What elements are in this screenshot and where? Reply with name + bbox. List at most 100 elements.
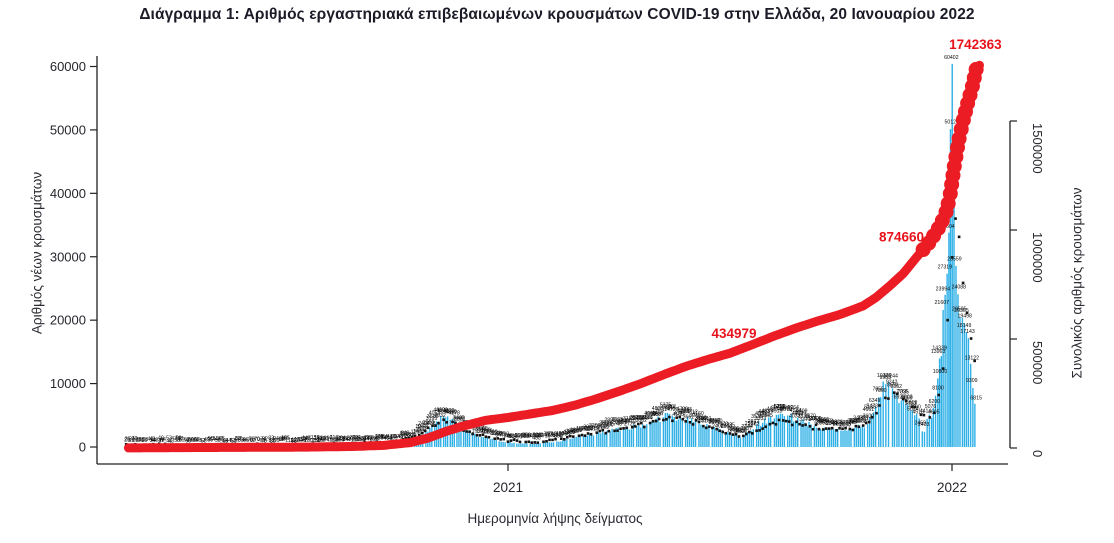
- svg-text:3394: 3394: [641, 416, 653, 422]
- svg-text:208: 208: [330, 437, 339, 443]
- svg-text:37: 37: [138, 437, 144, 443]
- svg-text:3117: 3117: [709, 418, 720, 424]
- svg-text:3068: 3068: [855, 419, 867, 425]
- svg-text:80: 80: [270, 438, 276, 444]
- svg-text:3600: 3600: [863, 414, 875, 420]
- svg-text:188: 188: [329, 438, 338, 444]
- svg-text:268: 268: [343, 436, 352, 442]
- svg-text:2550: 2550: [839, 422, 851, 428]
- svg-text:4160: 4160: [692, 411, 704, 417]
- svg-text:159: 159: [311, 438, 320, 444]
- svg-text:1750: 1750: [578, 426, 590, 432]
- svg-text:4739: 4739: [677, 406, 689, 412]
- svg-text:2840: 2840: [814, 419, 826, 425]
- svg-text:1410: 1410: [567, 429, 579, 435]
- svg-text:600: 600: [399, 435, 408, 441]
- svg-text:3700: 3700: [695, 415, 707, 421]
- svg-text:740: 740: [504, 433, 513, 439]
- svg-text:7855: 7855: [873, 387, 885, 393]
- svg-text:291: 291: [353, 435, 362, 441]
- axes: 0 10000 20000 30000 40000 50000 60000 2021 2022 0…: [50, 56, 1045, 495]
- svg-text:3053: 3053: [809, 417, 821, 423]
- svg-text:93: 93: [291, 438, 297, 444]
- svg-text:57: 57: [236, 436, 242, 442]
- svg-text:60: 60: [188, 437, 194, 443]
- svg-text:28: 28: [132, 438, 138, 444]
- svg-text:2459: 2459: [915, 420, 927, 426]
- svg-text:183: 183: [317, 437, 326, 443]
- svg-text:4720: 4720: [667, 407, 679, 413]
- svg-text:20000: 20000: [50, 313, 86, 328]
- svg-text:1800: 1800: [727, 427, 739, 433]
- svg-text:4518: 4518: [771, 408, 783, 414]
- svg-text:4800: 4800: [436, 408, 448, 414]
- svg-text:130: 130: [304, 438, 313, 444]
- svg-text:4649: 4649: [762, 408, 774, 414]
- svg-text:2846: 2846: [618, 419, 630, 425]
- svg-text:6669: 6669: [901, 396, 913, 402]
- svg-text:4309: 4309: [679, 409, 691, 415]
- svg-text:2323: 2323: [721, 423, 733, 429]
- svg-text:127: 127: [299, 437, 308, 443]
- svg-text:53: 53: [178, 436, 184, 442]
- svg-text:2892: 2892: [604, 418, 616, 424]
- svg-text:3300: 3300: [631, 416, 643, 422]
- svg-text:6803: 6803: [901, 395, 913, 401]
- svg-text:3371: 3371: [799, 417, 811, 423]
- svg-text:3195: 3195: [426, 416, 438, 422]
- svg-text:60000: 60000: [50, 59, 86, 74]
- svg-text:47: 47: [171, 436, 177, 442]
- svg-text:166: 166: [317, 438, 326, 444]
- svg-text:190: 190: [324, 436, 333, 442]
- svg-text:2900: 2900: [620, 418, 632, 424]
- svg-text:4346: 4346: [674, 411, 686, 417]
- svg-text:5066: 5066: [771, 405, 783, 411]
- svg-text:4434: 4434: [678, 409, 690, 415]
- svg-text:99: 99: [274, 438, 280, 444]
- svg-text:3501: 3501: [630, 415, 642, 421]
- svg-text:3538: 3538: [751, 414, 763, 420]
- svg-text:1300: 1300: [564, 430, 576, 436]
- svg-text:2958: 2958: [822, 418, 834, 424]
- svg-text:60: 60: [185, 439, 191, 445]
- svg-text:54: 54: [192, 438, 198, 444]
- svg-text:320: 320: [363, 435, 372, 441]
- svg-text:359: 359: [375, 436, 384, 442]
- svg-text:877: 877: [556, 432, 565, 438]
- svg-text:4483: 4483: [758, 409, 770, 415]
- svg-text:501: 501: [515, 433, 524, 439]
- svg-text:3586: 3586: [642, 415, 654, 421]
- svg-text:51: 51: [213, 436, 219, 442]
- svg-text:2537: 2537: [745, 421, 757, 427]
- daily-bars-series: [125, 63, 976, 448]
- svg-text:10244: 10244: [883, 373, 898, 379]
- svg-text:1581: 1581: [571, 428, 583, 434]
- svg-text:3548: 3548: [636, 415, 648, 421]
- svg-text:4032: 4032: [789, 413, 801, 419]
- svg-text:58: 58: [174, 438, 180, 444]
- svg-text:1473: 1473: [413, 429, 425, 435]
- svg-text:3001: 3001: [454, 417, 466, 423]
- svg-text:2600: 2600: [833, 422, 845, 428]
- svg-text:1319: 1319: [486, 429, 498, 435]
- svg-text:44: 44: [160, 437, 166, 443]
- svg-text:87: 87: [281, 437, 287, 443]
- svg-text:56: 56: [240, 438, 246, 444]
- svg-text:787: 787: [544, 432, 553, 438]
- svg-text:30000: 30000: [50, 249, 86, 264]
- svg-text:2505: 2505: [601, 420, 613, 426]
- svg-text:1600: 1600: [476, 426, 488, 432]
- svg-text:2840: 2840: [847, 419, 859, 425]
- svg-text:49: 49: [204, 437, 210, 443]
- svg-text:847: 847: [495, 432, 504, 438]
- svg-text:4456: 4456: [652, 410, 664, 416]
- svg-text:50: 50: [215, 438, 221, 444]
- svg-text:21607: 21607: [935, 300, 950, 306]
- svg-text:1569: 1569: [476, 429, 488, 435]
- svg-text:44: 44: [151, 438, 157, 444]
- svg-text:4178: 4178: [448, 410, 460, 416]
- svg-text:0: 0: [1030, 450, 1045, 457]
- svg-text:1131: 1131: [489, 431, 500, 437]
- svg-text:336: 336: [370, 436, 379, 442]
